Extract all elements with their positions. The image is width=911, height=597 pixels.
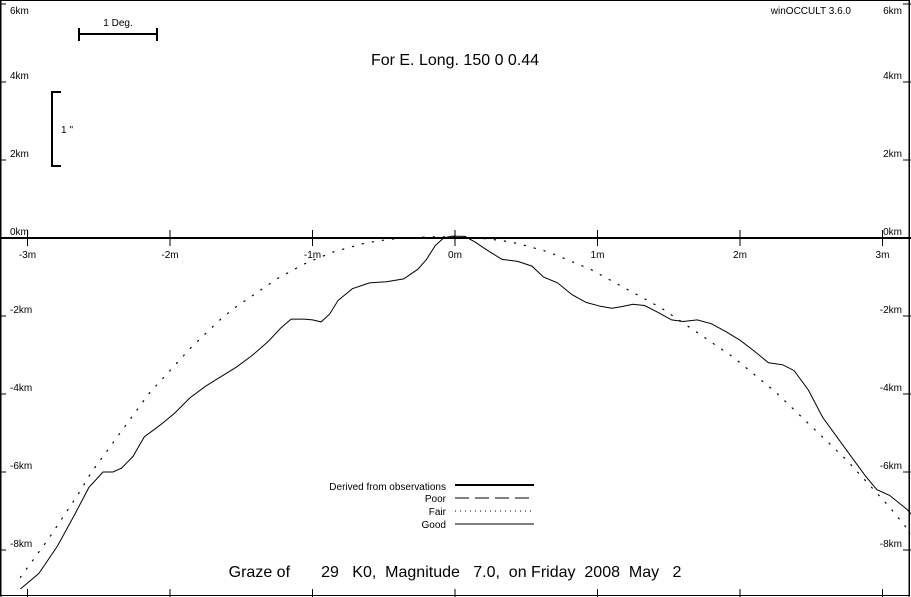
legend-entry-fair: Fair [429, 507, 534, 518]
y-tick-label-right: 4km [883, 71, 902, 82]
y-tick-label-left: -8km [10, 539, 32, 550]
legend-entry-good: Good [422, 520, 534, 531]
legend-label-derived: Derived from observations [329, 482, 446, 493]
y-tick-label-right: 0km [883, 227, 902, 238]
x-tick-label: 3m [876, 250, 890, 261]
y-tick-label-left: -4km [10, 383, 32, 394]
y-tick-label-right: -8km [880, 539, 902, 550]
legend-label-good: Good [422, 520, 446, 531]
legend-label-poor: Poor [425, 494, 447, 505]
series-layer [19, 235, 911, 590]
x-tick-label: 0m [448, 250, 462, 261]
arcsec-scale-bar: 1 '' [51, 91, 73, 167]
x-tick-label: -2m [161, 250, 178, 261]
app-version-label: winOCCULT 3.6.0 [770, 6, 852, 17]
graze-footer: Graze of 29 K0, Magnitude 7.0, on Friday… [229, 564, 682, 581]
y-tick-label-left: 0km [10, 227, 29, 238]
y-tick-label-left: -6km [10, 461, 32, 472]
legend: Derived from observations Poor Fair Good [329, 482, 534, 531]
longitude-header: For E. Long. 150 0 0.44 [371, 52, 539, 69]
legend-entry-derived: Derived from observations [329, 482, 534, 493]
legend-label-fair: Fair [429, 507, 447, 518]
degree-scale-bar: 1 Deg. [78, 18, 158, 41]
y-tick-label-left: 4km [10, 71, 29, 82]
y-tick-label-right: 2km [883, 149, 902, 160]
y-tick-label-left: 6km [10, 6, 29, 17]
y-tick-label-left: -2km [10, 305, 32, 316]
x-tick-label: 2m [733, 250, 747, 261]
y-tick-label-left: 2km [10, 149, 29, 160]
arcsec-scale-label: 1 '' [61, 125, 73, 136]
y-tick-label-right: -6km [880, 461, 902, 472]
legend-entry-poor: Poor [425, 494, 534, 505]
x-tick-label: -3m [19, 250, 36, 261]
degree-scale-label: 1 Deg. [103, 18, 132, 29]
profile-line-solid [20, 235, 911, 590]
y-tick-label-right: -2km [880, 305, 902, 316]
x-tick-label: -1m [304, 250, 321, 261]
x-tick-label: 1m [591, 250, 605, 261]
y-tick-label-right: 6km [883, 6, 902, 17]
y-tick-label-right: -4km [880, 383, 902, 394]
